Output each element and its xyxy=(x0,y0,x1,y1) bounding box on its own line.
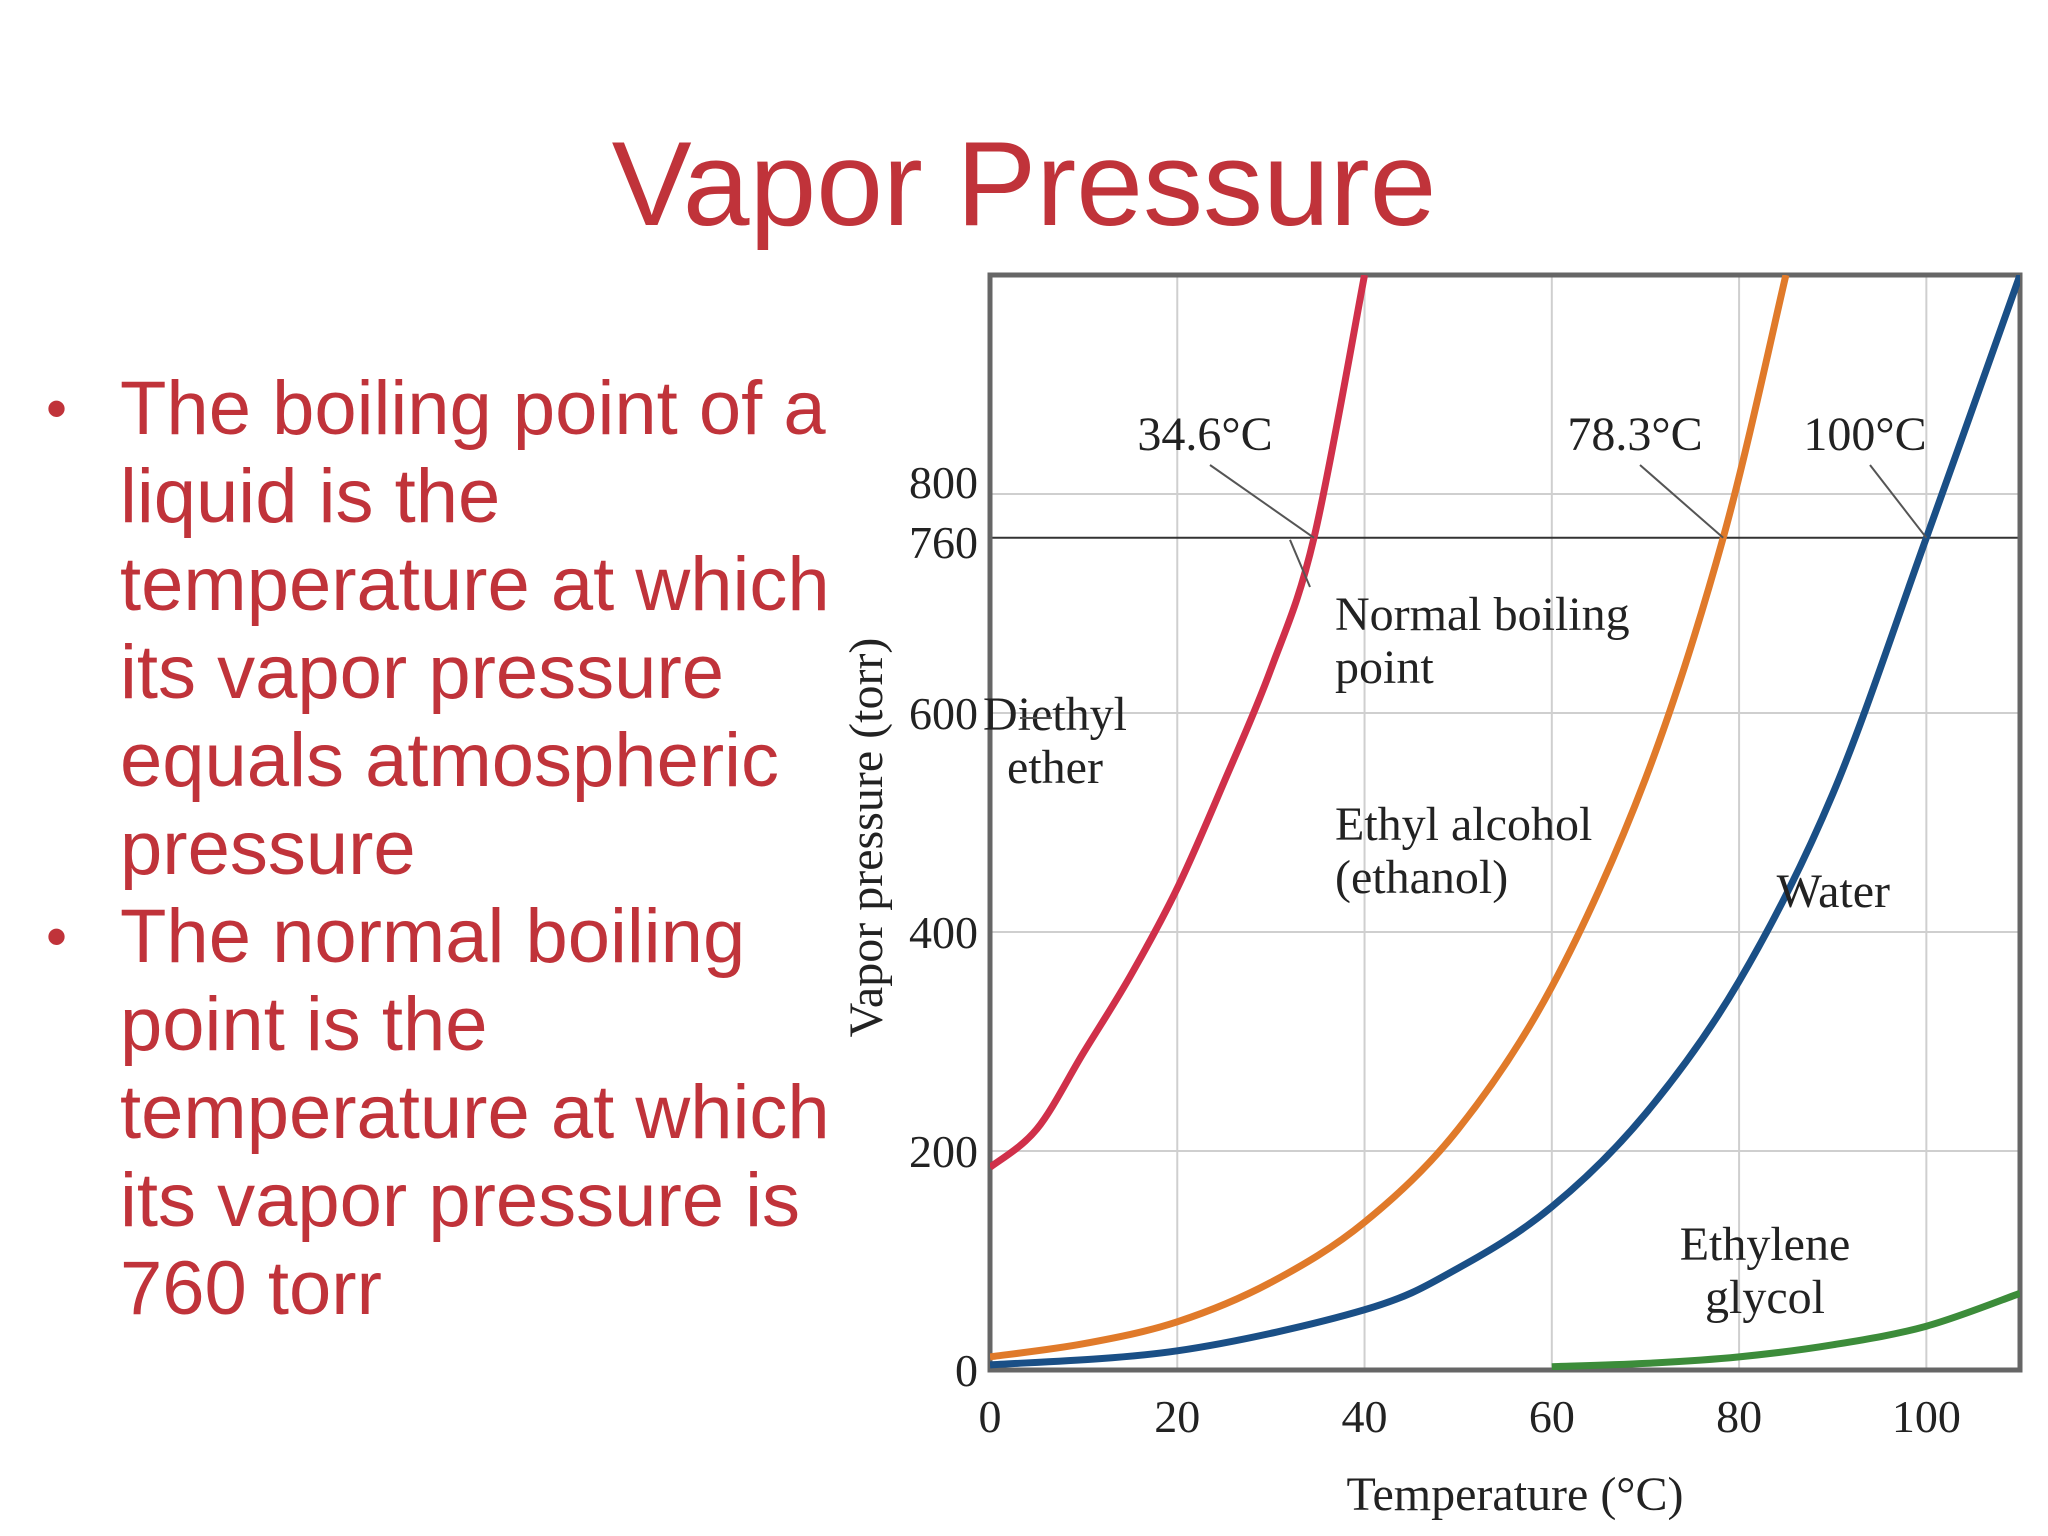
x-tick-label: 60 xyxy=(1529,1391,1575,1442)
vapor-pressure-chart: 0 20 40 60 80 100 0 200 400 600 760 800 Temperature … xyxy=(840,272,2023,1521)
y-tick-label: 0 xyxy=(955,1345,978,1396)
ethylene-glycol-label: Ethylene glycol xyxy=(1680,1218,1851,1324)
bullet-text: The boiling point of a liquid is the tem… xyxy=(120,366,830,891)
normal-bp-label: Normal boiling point xyxy=(1335,588,1630,694)
ethanol-label: Ethyl alcohol (ethanol) xyxy=(1335,798,1592,904)
water-bp-label: 100°C xyxy=(1803,408,1926,461)
bullet-text: The normal boiling point is the temperat… xyxy=(120,894,830,1331)
ether-bp-label: 34.6°C xyxy=(1137,408,1272,461)
x-tick-label: 100 xyxy=(1892,1391,1961,1442)
water-label: Water xyxy=(1777,865,1890,918)
y-tick-label: 760 xyxy=(909,517,978,568)
x-axis-title: Temperature (°C) xyxy=(1346,1468,1683,1521)
bullet-item: • The normal boiling point is the temper… xyxy=(40,893,840,1333)
bullet-dot: • xyxy=(46,375,68,442)
bullet-item: • The boiling point of a liquid is the t… xyxy=(40,365,840,893)
x-tick-label: 80 xyxy=(1716,1391,1762,1442)
water-curve xyxy=(990,275,2020,1369)
slide-title: Vapor Pressure xyxy=(611,117,1437,251)
y-tick-label: 600 xyxy=(909,688,978,739)
bullet-list: • The boiling point of a liquid is the t… xyxy=(40,365,840,1333)
ethanol-curve xyxy=(990,275,1790,1361)
bp-leader-line xyxy=(1639,464,1724,539)
plot-frame xyxy=(987,272,2023,1373)
x-tick-label: 20 xyxy=(1154,1391,1200,1442)
bp-leader-line xyxy=(1869,464,1928,539)
y-tick-label: 400 xyxy=(909,907,978,958)
y-tick-label: 200 xyxy=(909,1126,978,1177)
bullet-dot: • xyxy=(46,903,68,970)
bp-leader-line xyxy=(1209,464,1315,539)
diethyl-ether-label: Diethyl ether xyxy=(983,688,1127,794)
y-tick-label: 800 xyxy=(909,457,978,508)
diethyl-ether-curve xyxy=(990,275,1368,1171)
normal-bp-leader-line xyxy=(1289,539,1311,588)
y-axis-title: Vapor pressure (torr) xyxy=(840,638,893,1038)
ethanol-bp-label: 78.3°C xyxy=(1567,408,1702,461)
x-tick-label: 0 xyxy=(979,1391,1002,1442)
x-tick-label: 40 xyxy=(1342,1391,1388,1442)
ethylene-glycol-curve xyxy=(1551,1290,2020,1370)
